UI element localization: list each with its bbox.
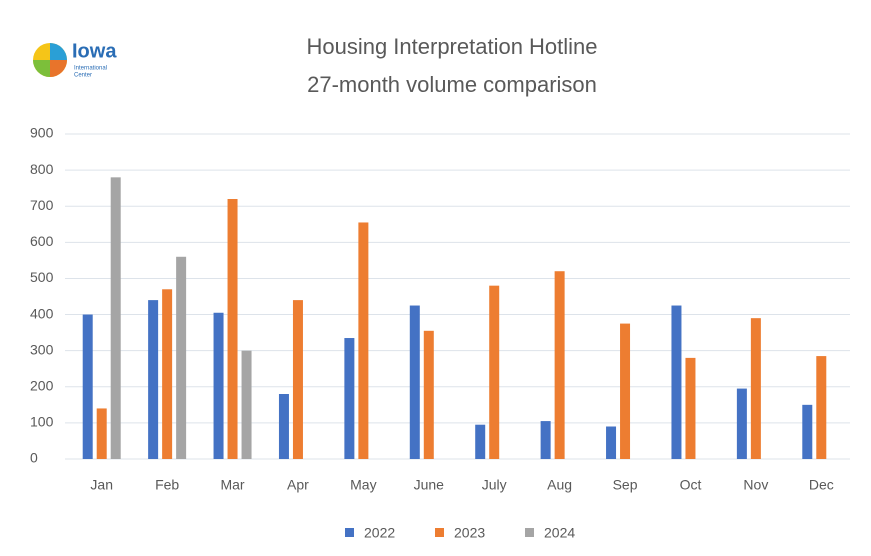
y-tick-label: 600 [30,233,54,249]
x-tick-label: Oct [680,477,702,493]
x-tick-label: Apr [287,477,309,493]
logo-subtitle: International [74,66,107,72]
y-tick-label: 800 [30,161,54,177]
bar [685,357,696,459]
logo-mark [50,60,67,77]
bar [554,271,565,459]
x-tick-label: July [482,477,507,493]
x-tick-label: Dec [809,477,834,493]
logo-name: Iowa [72,40,117,62]
bar [176,256,187,459]
x-tick-label: May [350,477,376,493]
bar [227,199,238,459]
legend-label: 2022 [364,525,395,541]
bar [475,424,486,459]
x-tick-label: June [414,477,445,493]
bar [292,300,303,459]
bar [96,408,107,459]
bar [278,394,289,459]
bar [802,404,813,459]
y-tick-label: 200 [30,377,54,393]
legend-label: 2024 [544,525,575,541]
bar [620,323,631,459]
legend-label: 2023 [454,525,485,541]
chart-title: 27-month volume comparison [307,72,597,97]
bar [358,222,369,459]
bar [489,285,500,459]
y-tick-label: 100 [30,414,54,430]
x-tick-label: Feb [155,477,179,493]
chart-title: Housing Interpretation Hotline [306,34,597,59]
y-tick-label: 700 [30,197,54,213]
bar [213,312,224,459]
bar [82,314,93,459]
x-tick-label: Sep [613,477,638,493]
bar [344,338,355,459]
logo-mark [33,60,50,77]
logo: Iowa International Center [33,40,117,79]
bar [606,426,617,459]
bar [409,305,420,459]
y-tick-label: 300 [30,341,54,357]
legend-swatch [435,528,444,537]
bar [750,318,761,459]
bar [110,177,121,460]
y-tick-label: 0 [30,450,38,466]
bar [540,421,551,459]
legend-swatch [525,528,534,537]
x-tick-label: Jan [90,477,113,493]
y-tick-label: 400 [30,305,54,321]
y-tick-label: 500 [30,269,54,285]
bar [816,356,827,459]
bar [736,388,747,459]
bar [241,350,252,459]
x-tick-label: Aug [547,477,572,493]
bar [162,289,173,459]
bar [148,300,159,459]
legend-swatch [345,528,354,537]
bar [671,305,682,459]
x-tick-label: Nov [743,477,768,493]
y-tick-label: 900 [30,125,54,141]
x-tick-label: Mar [220,477,244,493]
logo-subtitle: Center [74,73,92,79]
logo-mark [50,43,67,60]
bar [423,330,434,459]
